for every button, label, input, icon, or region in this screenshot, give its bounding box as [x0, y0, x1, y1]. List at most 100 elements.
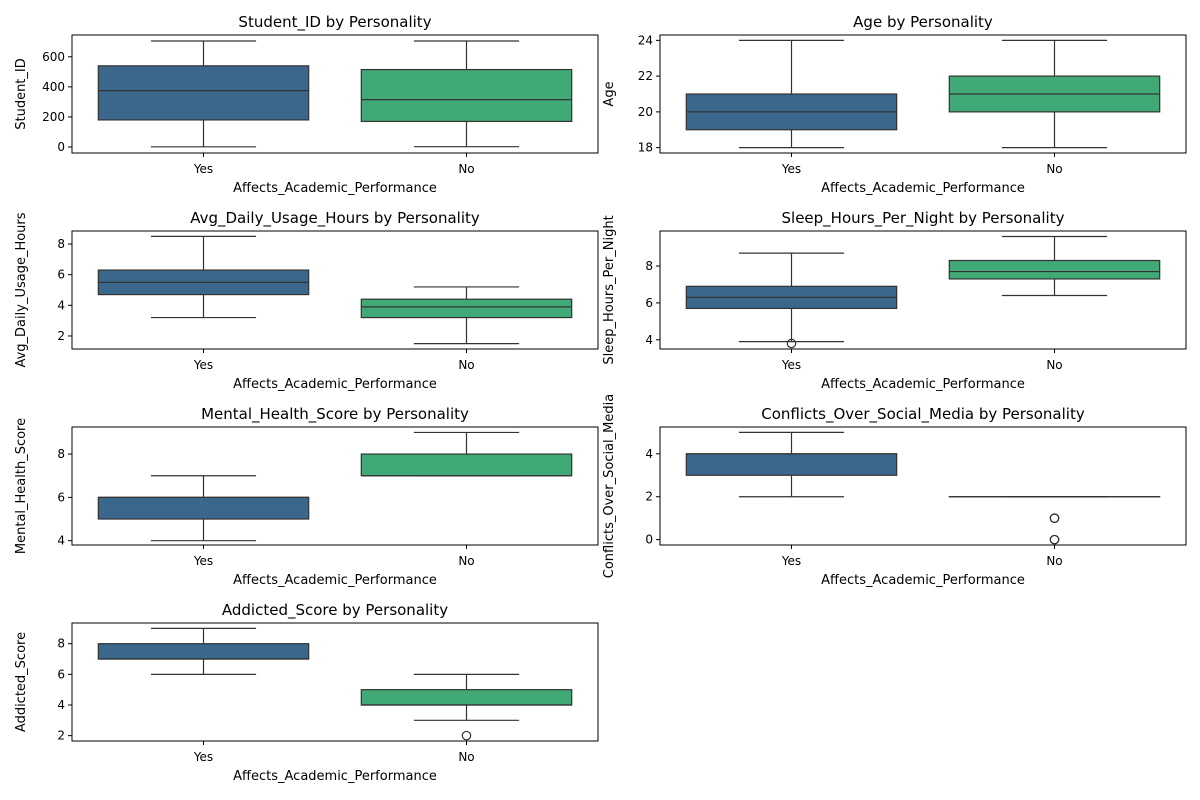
x-tick-label: Yes	[193, 554, 213, 568]
box-yes	[685, 252, 898, 349]
box-no	[360, 40, 573, 148]
chart-title: Sleep_Hours_Per_Night by Personality	[782, 209, 1065, 228]
iqr-box	[360, 453, 573, 477]
x-axis-label: Affects_Academic_Performance	[821, 377, 1025, 392]
iqr-box	[360, 298, 573, 319]
x-tick-label: Yes	[193, 358, 213, 372]
x-axis-label: Affects_Academic_Performance	[821, 573, 1025, 588]
chart-title: Mental_Health_Score by Personality	[201, 405, 469, 424]
x-tick-label: Yes	[193, 750, 213, 764]
y-axis-label: Age	[602, 81, 617, 106]
box-no	[360, 673, 573, 741]
y-tick-label: 4	[57, 298, 65, 312]
y-tick-label: 8	[645, 259, 653, 273]
iqr-box	[97, 496, 310, 520]
y-tick-label: 4	[645, 333, 653, 347]
x-tick-label: Yes	[781, 162, 801, 176]
y-tick-label: 6	[57, 268, 65, 282]
y-tick-label: 8	[57, 447, 65, 461]
y-tick-label: 8	[57, 237, 65, 251]
box-yes	[97, 235, 310, 319]
y-tick-label: 24	[638, 33, 653, 47]
y-tick-label: 600	[42, 50, 65, 64]
box-no	[948, 39, 1161, 149]
chart-title: Conflicts_Over_Social_Media by Personali…	[761, 405, 1085, 424]
chart-panel-7: Addicted_Score by Personality 2 4 6 8 Yes No Af…	[14, 601, 599, 784]
chart-title: Avg_Daily_Usage_Hours by Personality	[190, 209, 480, 228]
axes-frame	[71, 426, 599, 546]
y-tick-label: 6	[645, 296, 653, 310]
y-axis-label: Sleep_Hours_Per_Night	[602, 215, 617, 364]
y-tick-label: 2	[57, 329, 65, 343]
y-tick-label: 4	[645, 447, 653, 461]
y-axis-label: Avg_Daily_Usage_Hours	[14, 212, 29, 367]
x-tick-label: Yes	[193, 162, 213, 176]
y-tick-label: 8	[57, 637, 65, 651]
x-tick-label: No	[458, 358, 474, 372]
outlier-point	[786, 338, 797, 349]
y-tick-label: 4	[57, 534, 65, 548]
y-tick-label: 0	[645, 533, 653, 547]
axes-frame	[659, 426, 1187, 546]
box-yes	[97, 40, 310, 148]
iqr-box	[97, 643, 310, 660]
axes-frame	[71, 622, 599, 742]
iqr-box	[948, 259, 1161, 280]
x-axis-label: Affects_Academic_Performance	[233, 181, 437, 196]
box-yes	[97, 475, 310, 542]
y-tick-label: 200	[42, 110, 65, 124]
iqr-box	[97, 65, 310, 121]
chart-panel-4: Sleep_Hours_Per_Night by Personality 4 6 8 Y…	[602, 209, 1187, 392]
box-yes	[685, 39, 898, 149]
chart-title: Age by Personality	[853, 13, 993, 31]
box-yes	[685, 431, 898, 498]
chart-panel-5: Mental_Health_Score by Personality 4 6 8 Yes…	[14, 405, 599, 588]
x-tick-label: No	[1046, 162, 1062, 176]
box-no	[948, 496, 1161, 545]
x-tick-label: No	[458, 750, 474, 764]
y-tick-label: 2	[645, 490, 653, 504]
axes-frame	[659, 34, 1187, 154]
x-tick-label: No	[458, 554, 474, 568]
x-tick-label: Yes	[781, 554, 801, 568]
box-no	[360, 431, 573, 477]
x-axis-label: Affects_Academic_Performance	[821, 181, 1025, 196]
axes-frame	[71, 230, 599, 350]
chart-panel-6: Conflicts_Over_Social_Media by Personali…	[602, 394, 1187, 588]
iqr-box	[360, 68, 573, 123]
chart-panel-3: Avg_Daily_Usage_Hours by Personality 2 4 6 8…	[14, 209, 599, 392]
y-axis-label: Mental_Health_Score	[14, 418, 29, 554]
x-tick-label: No	[1046, 358, 1062, 372]
x-tick-label: No	[1046, 554, 1062, 568]
y-axis-label: Student_ID	[14, 58, 29, 130]
y-axis-label: Conflicts_Over_Social_Media	[602, 394, 617, 578]
outlier-point	[1049, 513, 1060, 523]
chart-title: Addicted_Score by Personality	[222, 601, 448, 620]
iqr-box	[685, 453, 898, 476]
x-axis-label: Affects_Academic_Performance	[233, 769, 437, 784]
axes-frame	[71, 34, 599, 154]
y-tick-label: 18	[638, 141, 653, 155]
chart-panel-2: Age by Personality 18 20 22 24 Yes No Affects_A…	[602, 13, 1187, 196]
x-axis-label: Affects_Academic_Performance	[233, 573, 437, 588]
y-tick-label: 4	[57, 698, 65, 712]
y-tick-label: 400	[42, 80, 65, 94]
y-axis-label: Addicted_Score	[14, 632, 29, 732]
box-no	[948, 235, 1161, 297]
box-yes	[97, 627, 310, 675]
chart-panel-1: Student_ID by Personality 0 200 400 600 Yes No…	[14, 13, 599, 196]
y-tick-label: 22	[638, 69, 653, 83]
iqr-box	[360, 689, 573, 706]
box-no	[360, 286, 573, 345]
x-tick-label: No	[458, 162, 474, 176]
x-axis-label: Affects_Academic_Performance	[233, 377, 437, 392]
chart-title: Student_ID by Personality	[238, 13, 431, 32]
outlier-point	[461, 730, 472, 741]
y-tick-label: 0	[57, 140, 65, 154]
outlier-point	[1049, 534, 1060, 545]
y-tick-label: 2	[57, 729, 65, 743]
y-tick-label: 6	[57, 490, 65, 504]
x-tick-label: Yes	[781, 358, 801, 372]
axes-frame	[659, 230, 1187, 350]
